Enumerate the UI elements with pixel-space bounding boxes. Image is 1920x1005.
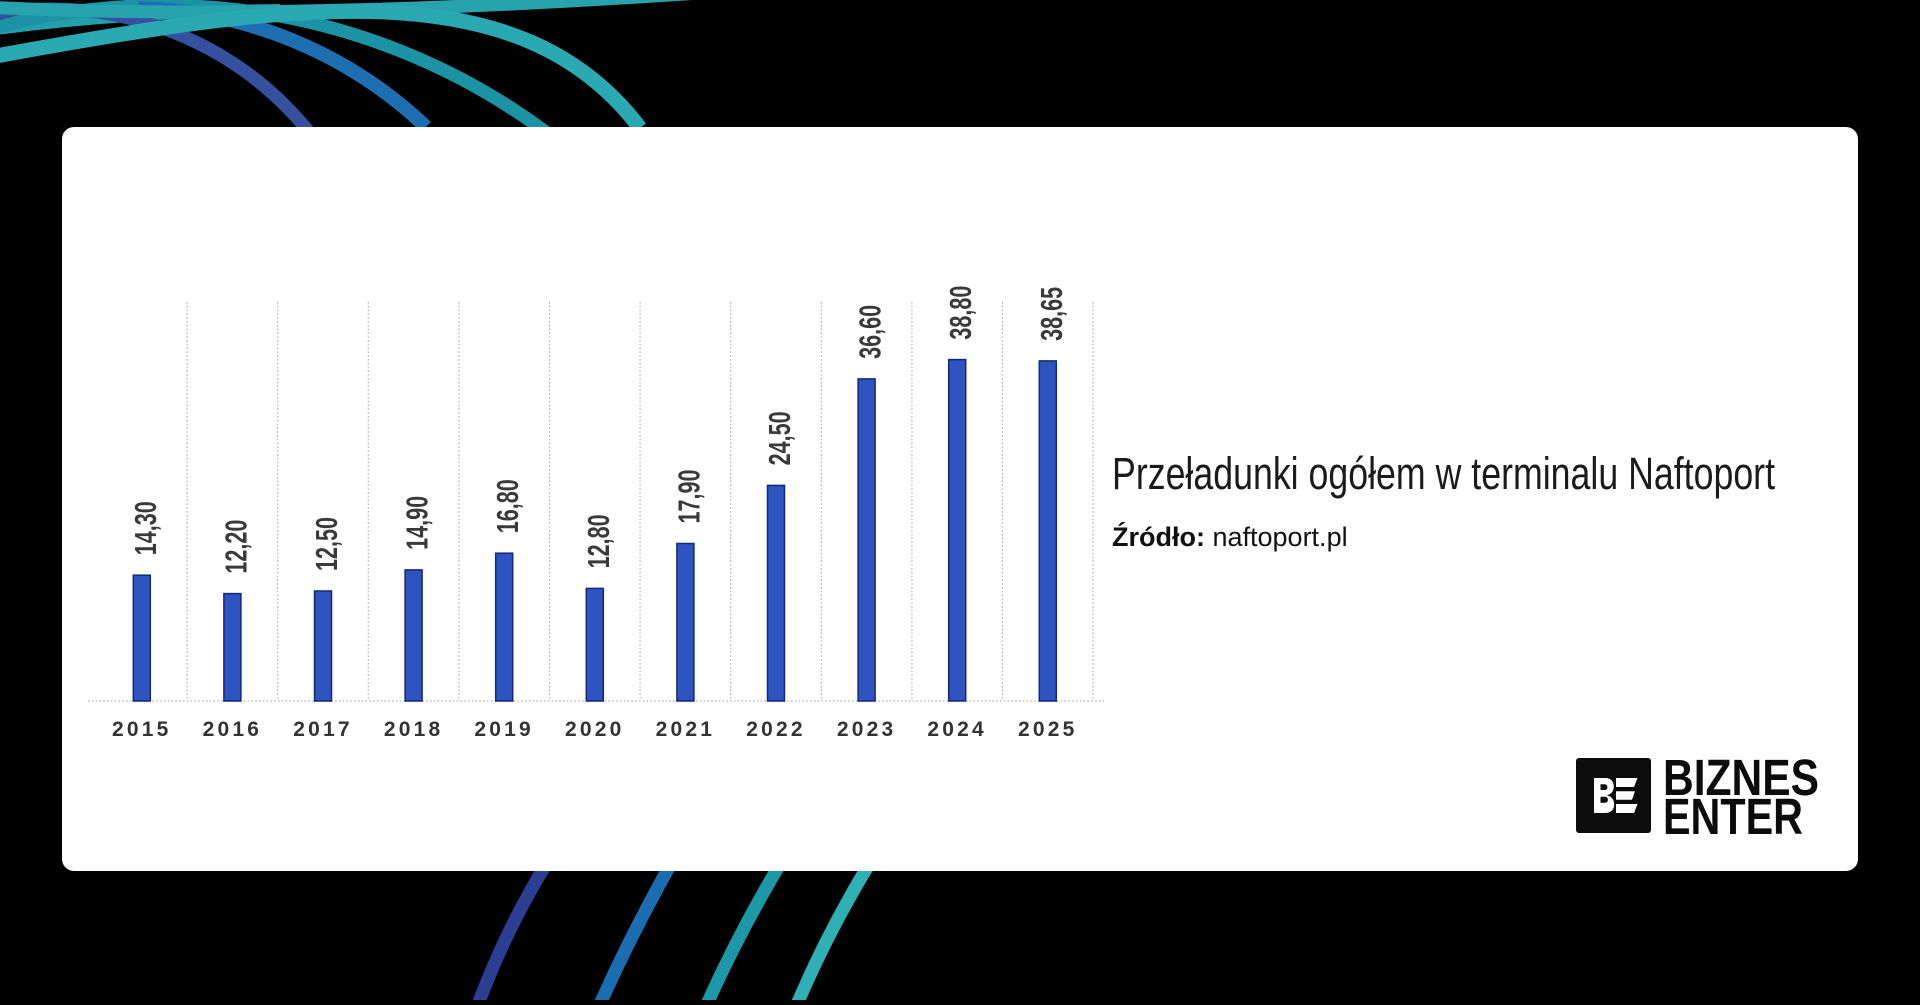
svg-text:2017: 2017 [293,718,353,741]
svg-text:24,50: 24,50 [762,411,797,465]
svg-text:2023: 2023 [837,718,897,741]
svg-text:12,80: 12,80 [581,514,616,568]
svg-text:36,60: 36,60 [853,305,888,359]
svg-text:38,80: 38,80 [943,286,978,340]
svg-text:16,80: 16,80 [490,479,525,533]
svg-text:Przeładunki ogółem w terminalu: Przeładunki ogółem w terminalu Naftoport [1112,448,1775,499]
svg-text:BIZNES: BIZNES [1663,749,1819,806]
svg-text:12,20: 12,20 [218,520,253,574]
svg-text:2019: 2019 [474,718,534,741]
svg-text:38,65: 38,65 [1034,287,1069,341]
svg-text:ENTER: ENTER [1663,788,1803,845]
svg-text:2018: 2018 [384,718,444,741]
svg-text:2022: 2022 [746,718,806,741]
svg-text:2016: 2016 [203,718,263,741]
svg-text:2020: 2020 [565,718,625,741]
svg-text:2015: 2015 [112,718,172,741]
svg-text:17,90: 17,90 [671,470,706,524]
svg-text:14,90: 14,90 [400,496,435,550]
svg-text:2024: 2024 [927,718,987,741]
svg-text:2025: 2025 [1018,718,1078,741]
svg-text:2021: 2021 [656,718,716,741]
svg-text:12,50: 12,50 [309,517,344,571]
svg-text:14,30: 14,30 [128,501,163,555]
svg-text:Źródło: naftoport.pl: Źródło: naftoport.pl [1112,521,1348,552]
